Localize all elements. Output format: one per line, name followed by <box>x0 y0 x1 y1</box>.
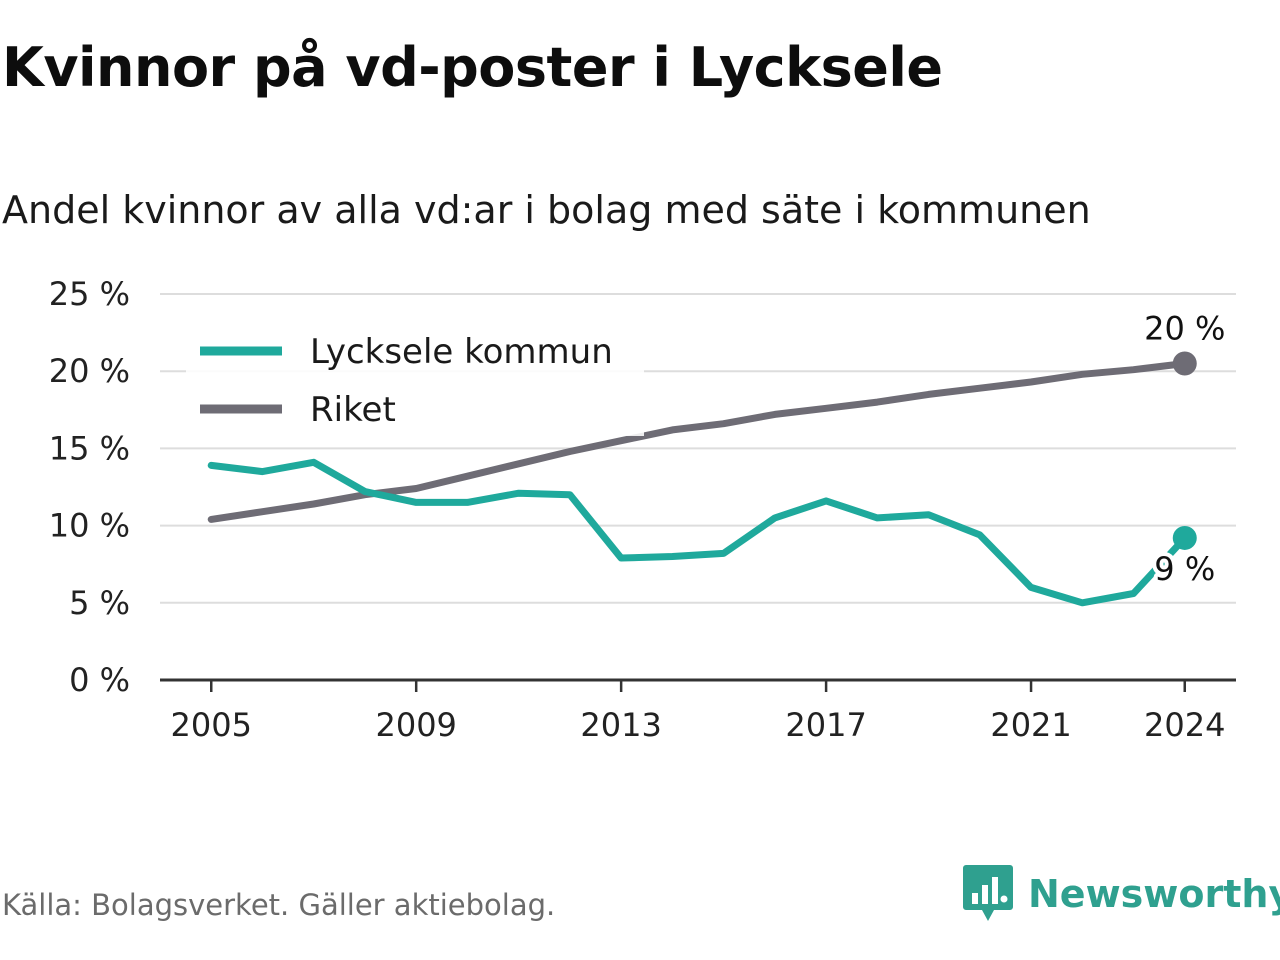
brand-name: Newsworthy <box>1028 872 1280 916</box>
legend: Lycksele kommun Riket <box>186 318 644 436</box>
y-tick-label: 20 % <box>49 352 130 390</box>
x-tick-label: 2017 <box>785 706 866 744</box>
legend-label-riket: Riket <box>310 390 396 430</box>
x-tick-label: 2009 <box>375 706 456 744</box>
y-tick-label: 10 % <box>49 507 130 545</box>
end-marker-lycksele <box>1172 525 1197 550</box>
y-tick-label: 5 % <box>69 584 130 622</box>
y-tick-label: 25 % <box>49 275 130 313</box>
end-labels: 9 % 20 % <box>1140 305 1229 591</box>
chart-subtitle: Andel kvinnor av alla vd:ar i bolag med … <box>2 188 1091 232</box>
x-tick-label: 2013 <box>580 706 661 744</box>
x-axis-ticks: 2005 2009 2013 2017 2021 2024 <box>171 680 1225 744</box>
end-label-riket: 20 % <box>1144 309 1225 347</box>
series-lines <box>207 360 1189 607</box>
y-tick-label: 15 % <box>49 429 130 467</box>
newsworthy-logo-icon <box>963 865 1013 921</box>
end-marker-riket <box>1172 351 1197 376</box>
y-axis-ticks: 0 % 5 % 10 % 15 % 20 % 25 % <box>49 275 130 699</box>
end-label-lycksele: 9 % <box>1154 550 1215 588</box>
x-tick-label: 2021 <box>990 706 1071 744</box>
line-chart: 0 %5 %10 %15 %20 %25 % 2005 2009 2013 2017 2… <box>49 275 1236 744</box>
source-note: Källa: Bolagsverket. Gäller aktiebolag. <box>2 888 556 922</box>
legend-background <box>186 318 644 436</box>
series-line-lycksele-kommun <box>207 458 1189 607</box>
legend-label-lycksele-kommun: Lycksele kommun <box>310 332 613 372</box>
x-tick-label: 2024 <box>1144 706 1225 744</box>
brand-logo: Newsworthy <box>962 862 1280 926</box>
x-tick-label: 2005 <box>171 706 252 744</box>
y-tick-label: 0 % <box>69 661 130 699</box>
chart-title: Kvinnor på vd-poster i Lycksele <box>2 36 943 99</box>
